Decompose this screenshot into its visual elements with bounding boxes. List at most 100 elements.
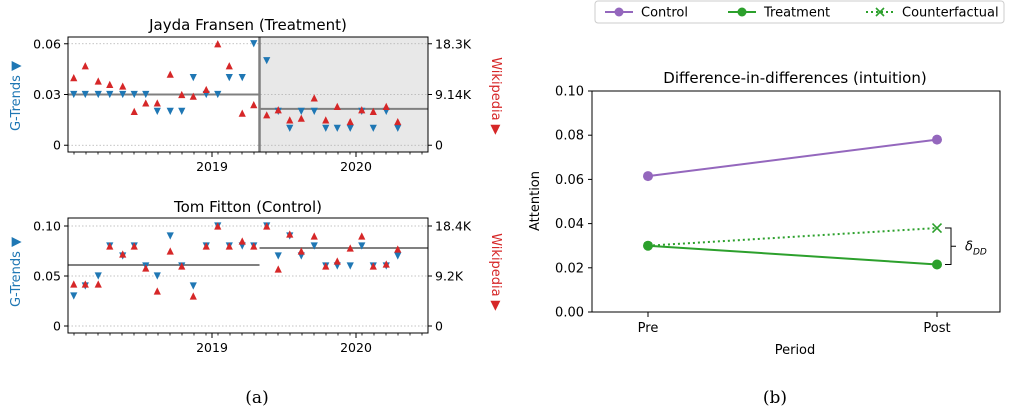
wikipedia-point	[214, 40, 222, 48]
wikipedia-point	[382, 260, 390, 268]
gtrends-point	[94, 272, 102, 280]
gtrends-point	[274, 252, 282, 260]
wikipedia-point	[189, 292, 197, 300]
x-tick-label: 2020	[340, 340, 372, 355]
gtrends-point	[394, 124, 402, 132]
wikipedia-point	[142, 264, 150, 272]
y-tick-label: 0.06	[555, 173, 584, 188]
did-annotation: δDD	[965, 239, 987, 257]
wikipedia-point	[382, 102, 390, 110]
counterfactual-line	[647, 227, 938, 247]
wikipedia-point	[81, 280, 89, 288]
y-tick-label: 0.10	[555, 85, 584, 100]
legend-swatch-marker	[875, 7, 885, 17]
gtrends-point	[178, 107, 186, 116]
panel-title: Jayda Fransen (Treatment)	[148, 16, 347, 34]
left-axis-label: G-Trends ▼	[9, 237, 24, 307]
gtrends-point	[297, 107, 305, 116]
caption-b: (b)	[763, 388, 787, 408]
x-tick-label: Pre	[638, 321, 659, 336]
wikipedia-point	[263, 111, 271, 119]
wikipedia-point	[94, 77, 102, 85]
wikipedia-point	[297, 247, 305, 255]
y-tick-label: 0.02	[555, 261, 584, 276]
y2-tick-label: 0	[435, 319, 443, 334]
x-tick-label: 2020	[340, 159, 372, 174]
wikipedia-point	[119, 250, 127, 258]
wikipedia-point	[81, 62, 89, 70]
x-tick-label: 2019	[196, 340, 228, 355]
control-point	[643, 171, 653, 182]
wikipedia-point	[225, 242, 233, 250]
wikipedia-point	[333, 257, 341, 265]
panel-title: Tom Fitton (Control)	[173, 198, 322, 216]
gtrends-point	[225, 73, 233, 82]
wikipedia-point	[358, 106, 366, 114]
wikipedia-point	[238, 109, 246, 117]
treatment-point	[932, 259, 942, 270]
wikipedia-point	[189, 92, 197, 100]
y-tick-label: 0	[53, 319, 61, 334]
panel-title: Difference-in-differences (intuition)	[663, 69, 926, 87]
gtrends-point	[394, 252, 402, 260]
plot-frame	[67, 217, 429, 334]
gtrends-point	[238, 73, 246, 82]
gtrends-point	[130, 90, 138, 99]
legend-label: Treatment	[763, 6, 830, 21]
y2-tick-label: 0	[435, 138, 443, 153]
plot-frame	[591, 90, 1001, 313]
gtrends-point	[189, 73, 197, 82]
wikipedia-point	[214, 222, 222, 230]
wikipedia-point	[166, 70, 174, 78]
y-tick-label: 0.10	[33, 219, 61, 234]
did-bracket	[945, 227, 956, 265]
wikipedia-point	[394, 117, 402, 126]
wikipedia-point	[297, 114, 305, 122]
y-tick-label: 0	[53, 138, 61, 153]
wikipedia-point	[70, 280, 78, 288]
gtrends-point	[142, 90, 150, 99]
wikipedia-point	[346, 117, 354, 126]
wikipedia-point	[310, 232, 318, 240]
gtrends-point	[166, 107, 174, 116]
gtrends-point	[70, 90, 78, 99]
legend-box	[594, 0, 1005, 24]
x-axis-label: Period	[775, 343, 816, 358]
gtrends-point	[346, 124, 354, 132]
y-tick-label: 0.05	[33, 269, 61, 284]
gtrends-point	[94, 90, 102, 99]
caption-a: (a)	[245, 388, 268, 408]
counterfactual-point	[931, 222, 943, 234]
gtrends-point	[358, 242, 366, 250]
wikipedia-point	[394, 245, 402, 253]
y2-tick-label: 18.3K	[435, 36, 472, 51]
wikipedia-point	[250, 101, 258, 109]
gtrends-point	[153, 272, 161, 280]
y2-tick-label: 18.4K	[435, 219, 472, 234]
legend-label: Control	[641, 6, 688, 21]
wikipedia-point	[369, 262, 377, 270]
wikipedia-point	[333, 102, 341, 110]
gtrends-point	[310, 107, 318, 116]
wikipedia-point	[94, 280, 102, 288]
wikipedia-point	[286, 230, 294, 238]
wikipedia-point	[153, 99, 161, 107]
wikipedia-point	[119, 82, 127, 90]
y-tick-label: 0.08	[555, 129, 584, 144]
wikipedia-point	[225, 62, 233, 70]
gtrends-point	[153, 107, 161, 116]
wikipedia-point	[358, 232, 366, 240]
wikipedia-point	[322, 116, 330, 124]
gtrends-point	[310, 242, 318, 250]
y2-tick-label: 9.2K	[435, 269, 464, 284]
left-axis-label: G-Trends ▼	[9, 61, 24, 131]
right-axis-label: Wikipedia ▶	[488, 233, 503, 311]
y-tick-label: 0.03	[33, 87, 61, 102]
legend-label: Counterfactual	[902, 6, 999, 21]
gtrends-point	[81, 90, 89, 99]
gtrends-point	[214, 90, 222, 99]
wikipedia-point	[369, 107, 377, 116]
gtrends-point	[250, 40, 258, 48]
wikipedia-point	[202, 242, 210, 250]
